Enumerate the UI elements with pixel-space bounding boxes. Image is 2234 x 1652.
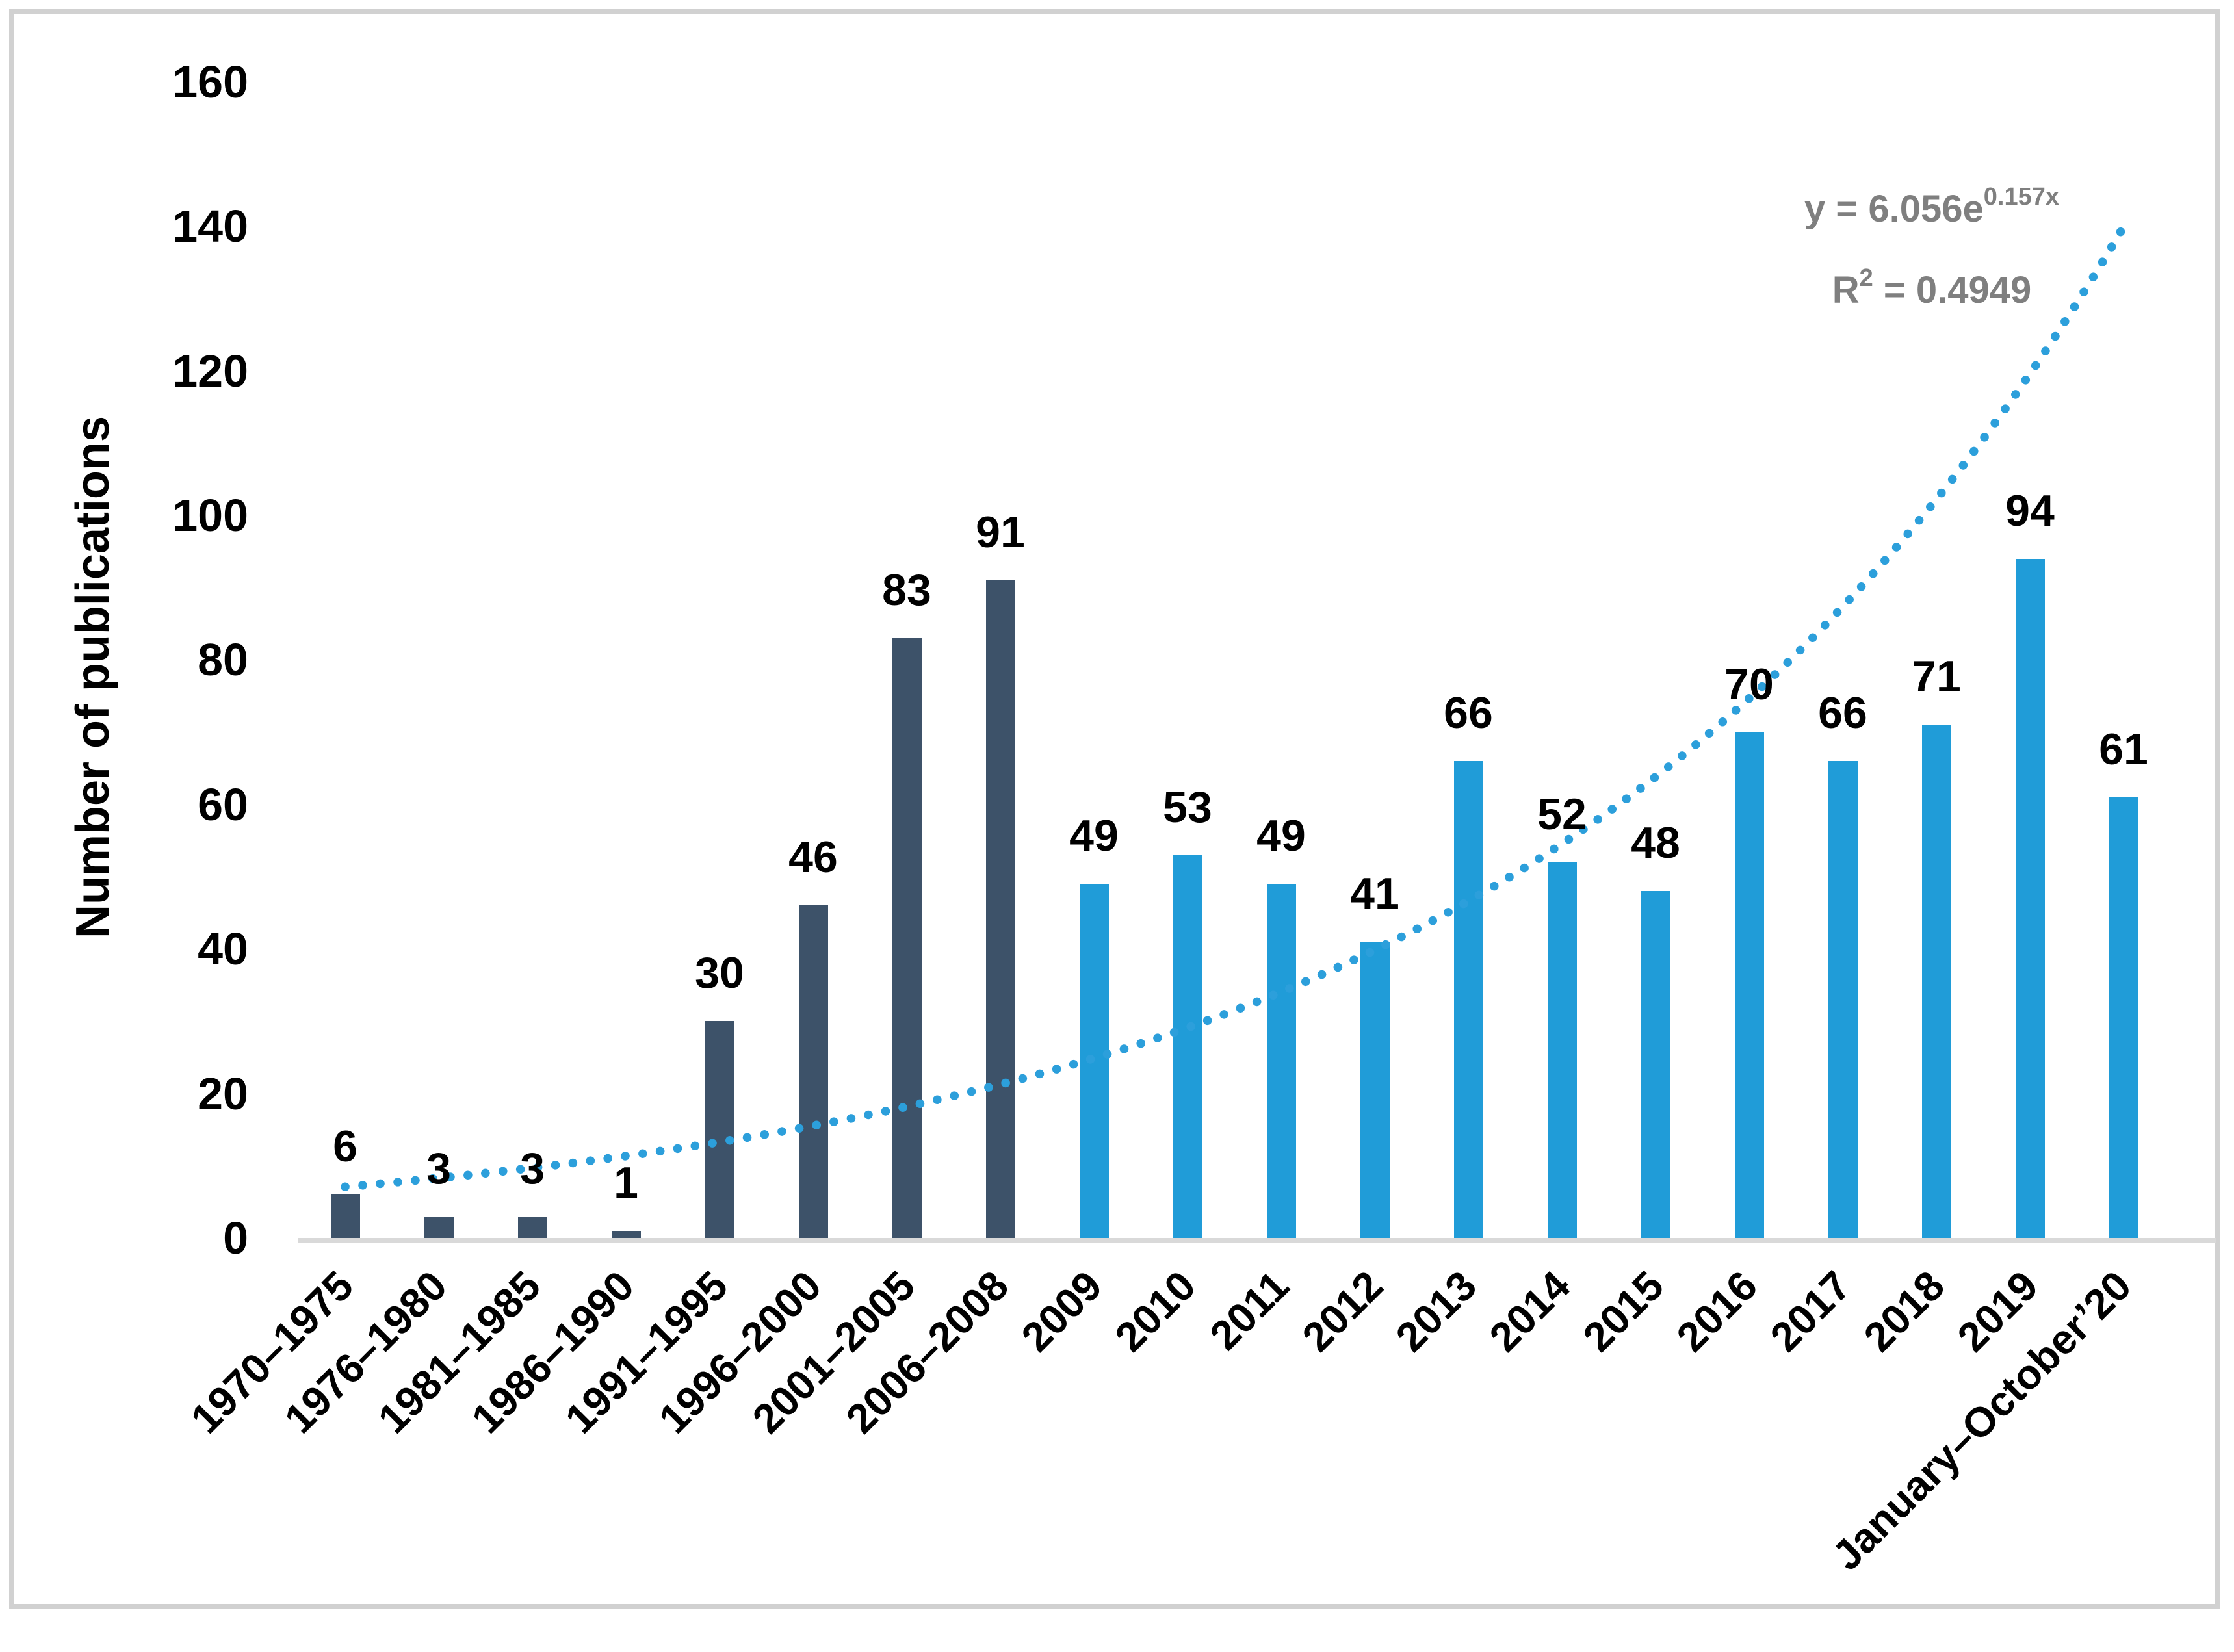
y-tick-label: 100 [172,490,248,541]
x-tick-label: 2014 [1480,1261,1579,1361]
bar [1828,761,1858,1238]
equation-line: y = 6.056e0.157x [1804,183,2059,230]
y-tick-label: 20 [198,1068,248,1119]
x-tick-label: 2016 [1667,1261,1766,1361]
bar [1266,884,1296,1238]
bar [1734,732,1764,1238]
value-label: 71 [1912,652,1961,702]
value-label: 52 [1537,789,1587,839]
y-tick-label: 160 [172,56,248,107]
bar [2109,797,2138,1238]
y-tick-label: 140 [172,201,248,252]
bar [1079,884,1109,1238]
value-label: 1 [614,1157,638,1207]
value-label: 48 [1631,818,1680,868]
value-label: 30 [695,948,744,998]
chart-frame: Number of publications 0 20 40 60 80 100 120 14… [9,9,2220,1609]
x-tick-label: 2010 [1106,1261,1204,1361]
x-axis-line [298,1238,2216,1243]
x-tick-label: 2018 [1854,1261,1953,1361]
value-label: 66 [1444,688,1493,738]
value-label: 53 [1163,782,1212,832]
bar [424,1216,454,1238]
x-tick-label: 2012 [1293,1261,1392,1361]
bar [1641,891,1670,1238]
value-label: 83 [882,565,931,615]
x-tick-label: 2015 [1574,1261,1672,1361]
value-label: 41 [1350,869,1399,919]
bar [985,580,1015,1238]
y-tick-label: 120 [172,345,248,396]
y-tick-label: 80 [198,634,248,686]
x-tick-label: 2017 [1761,1261,1860,1361]
bar [1360,942,1390,1238]
value-label: 49 [1069,811,1119,861]
bar [705,1021,734,1238]
value-label: 91 [976,508,1025,558]
r-squared-line: R2 = 0.4949 [1832,265,2032,311]
x-tick-label: 2009 [1012,1261,1111,1361]
value-label: 3 [426,1143,451,1193]
x-tick-label: 2013 [1386,1261,1485,1361]
bar [517,1216,547,1238]
x-tick-label: 2011 [1201,1261,1298,1359]
value-label: 66 [1818,688,1867,738]
y-tick-label: 60 [198,779,248,830]
value-label: 6 [333,1122,357,1172]
bar [1547,862,1577,1238]
bar [330,1194,360,1238]
bar [1173,855,1202,1238]
value-label: 94 [2005,485,2055,536]
value-label: 49 [1256,811,1306,861]
value-label: 3 [520,1143,545,1193]
value-label: 70 [1724,659,1774,709]
bar [611,1230,641,1238]
bar [1921,725,1951,1238]
bar [892,638,922,1238]
value-label: 61 [2099,724,2148,774]
trendline-equation: y = 6.056e0.157x R2 = 0.4949 [1704,162,2159,325]
value-label: 46 [788,832,838,883]
y-tick-label: 0 [223,1213,248,1263]
y-tick-label: 40 [198,923,248,975]
